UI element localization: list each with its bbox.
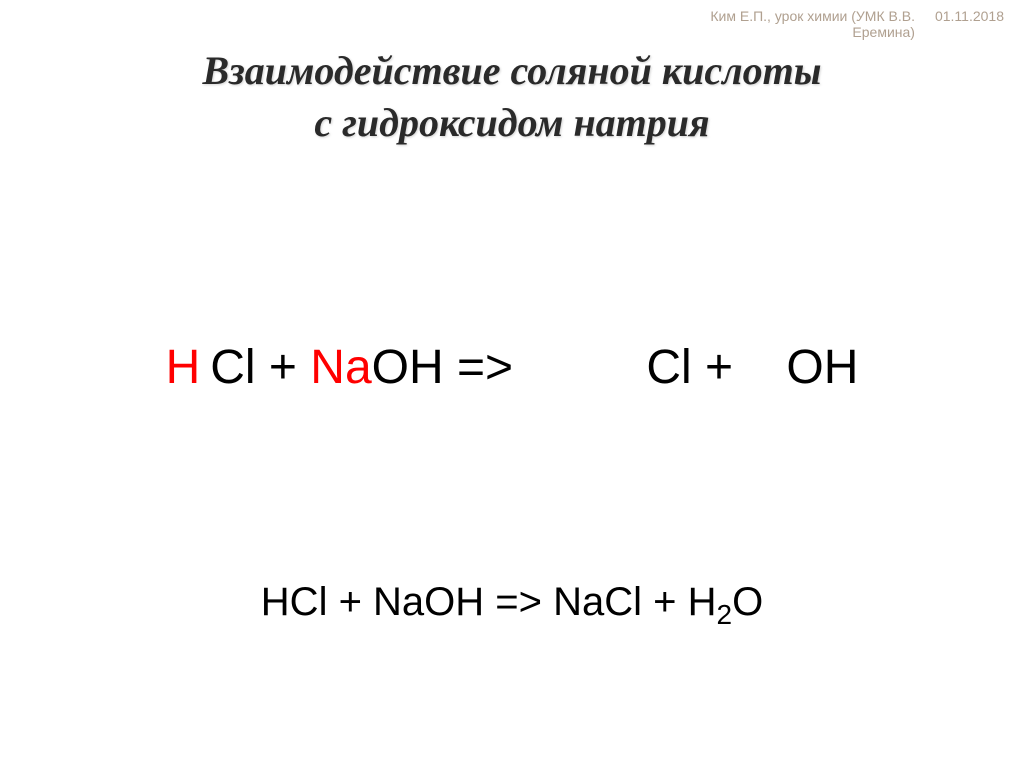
eq-part-h: H [166, 341, 201, 394]
header-meta: Ким Е.П., урок химии (УМК В.В. Еремина) … [710, 8, 1004, 40]
title-line1: Взаимодействие соляной кислоты [0, 45, 1024, 97]
meta-date: 01.11.2018 [935, 8, 1004, 40]
title-line2: с гидроксидом натрия [0, 97, 1024, 149]
eq-full-after: O [732, 580, 763, 624]
eq-part-oh-arrow: OH => [372, 341, 527, 394]
slide-title: Взаимодействие соляной кислоты с гидрокс… [0, 45, 1024, 149]
equation-partial: HCl + NaOH => Cl + OH [0, 340, 1024, 395]
eq-part-cl: Cl + [210, 341, 310, 394]
equation-full: HCl + NaOH => NaCl + H2O [0, 580, 1024, 631]
meta-author-line2: Еремина) [710, 24, 915, 40]
eq-full-before: HCl + NaOH => NaCl + H [261, 580, 717, 624]
meta-author-line1: Ким Е.П., урок химии (УМК В.В. [710, 8, 915, 24]
eq-part-oh2: OH [786, 341, 858, 394]
meta-author: Ким Е.П., урок химии (УМК В.В. Еремина) [710, 8, 915, 40]
eq-full-sub: 2 [717, 599, 733, 630]
eq-part-na: Na [310, 341, 371, 394]
eq-part-cl2: Cl + [646, 341, 746, 394]
